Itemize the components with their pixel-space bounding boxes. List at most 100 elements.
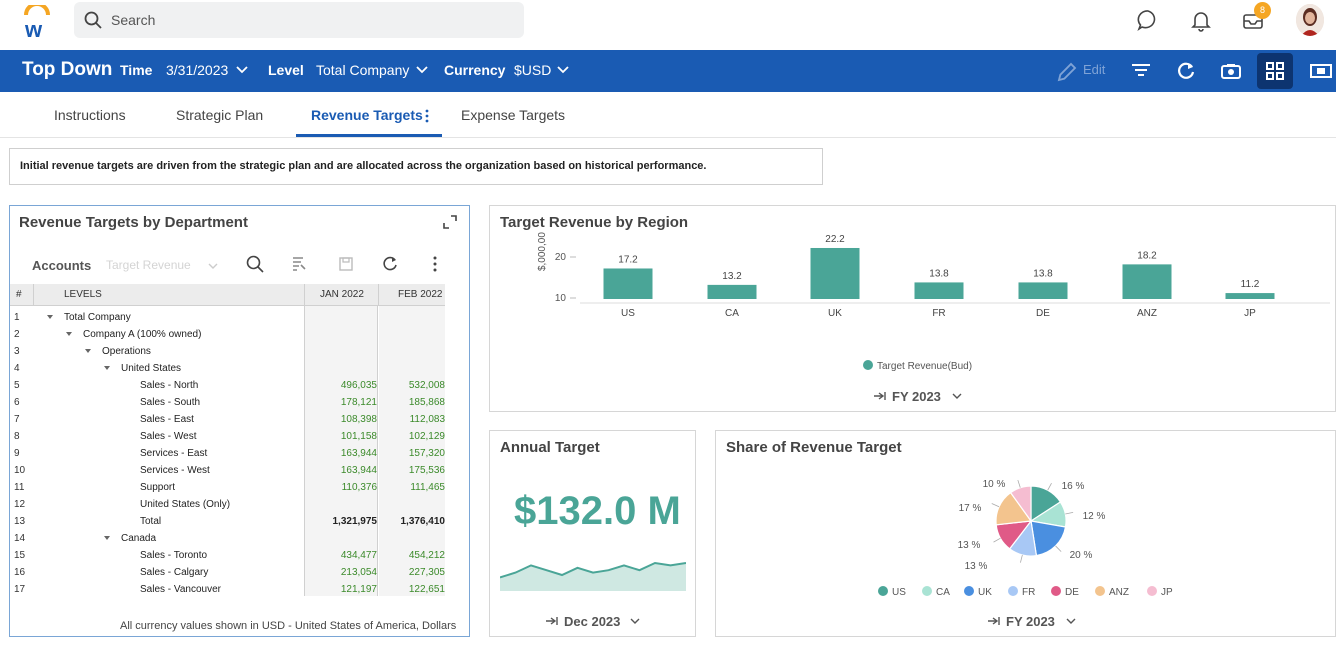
avatar[interactable] xyxy=(1296,4,1324,36)
bar[interactable] xyxy=(707,284,757,299)
jan-value[interactable]: 121,197 xyxy=(340,584,377,595)
table-row[interactable]: 12 United States (Only) xyxy=(10,496,445,513)
jan-value[interactable]: 213,054 xyxy=(340,567,377,578)
collapse-icon[interactable] xyxy=(104,366,110,370)
table-row[interactable]: 15 Sales - Toronto 434,477 454,212 xyxy=(10,547,445,564)
table-row[interactable]: 13 Total 1,321,975 1,376,410 xyxy=(10,513,445,530)
grid-view-button[interactable] xyxy=(1257,53,1293,89)
more-vertical-icon[interactable] xyxy=(432,256,438,272)
period-label: FY 2023 xyxy=(892,389,941,404)
feb-value[interactable]: 454,212 xyxy=(408,550,445,561)
workday-logo[interactable]: w xyxy=(22,5,52,39)
level-select[interactable]: Total Company xyxy=(316,62,410,78)
feb-value[interactable]: 112,083 xyxy=(409,414,445,425)
bar-value-label: 13.8 xyxy=(929,268,949,279)
table-row[interactable]: 9 Services - East 163,944 157,320 xyxy=(10,445,445,462)
accounts-select[interactable]: Target Revenue xyxy=(106,258,191,272)
legend-marker xyxy=(922,586,932,596)
table-row[interactable]: 11 Support 110,376 111,465 xyxy=(10,479,445,496)
feb-value[interactable]: 122,651 xyxy=(408,584,445,595)
time-select[interactable]: 3/31/2023 xyxy=(166,62,229,78)
jan-value[interactable]: 1,321,975 xyxy=(332,516,378,527)
chevron-down-icon[interactable] xyxy=(208,262,218,270)
save-icon[interactable] xyxy=(338,256,354,272)
feb-value[interactable]: 157,320 xyxy=(408,448,445,459)
pie-slice[interactable] xyxy=(1030,520,1067,557)
jan-value[interactable]: 163,944 xyxy=(340,465,377,476)
legend-label: Target Revenue(Bud) xyxy=(877,361,972,372)
bar[interactable] xyxy=(810,247,860,299)
presentation-icon[interactable] xyxy=(1309,59,1333,83)
jan-value[interactable]: 496,035 xyxy=(340,380,377,391)
row-label: Sales - Calgary xyxy=(140,567,209,578)
edit-button[interactable]: Edit xyxy=(1083,62,1106,77)
row-number: 2 xyxy=(14,329,20,340)
currency-label: Currency xyxy=(444,62,506,78)
feb-value[interactable]: 532,008 xyxy=(408,380,445,391)
table-row[interactable]: 14 Canada xyxy=(10,530,445,547)
chat-icon[interactable] xyxy=(1136,8,1160,32)
tab-expense-targets[interactable]: Expense Targets xyxy=(461,107,566,123)
table-row[interactable]: 10 Services - West 163,944 175,536 xyxy=(10,462,445,479)
tab-revenue-targets[interactable]: Revenue Targets xyxy=(311,107,423,123)
format-icon[interactable] xyxy=(291,256,307,272)
table-row[interactable]: 4 United States xyxy=(10,360,445,377)
bar[interactable] xyxy=(914,282,964,299)
jan-value[interactable]: 163,944 xyxy=(340,448,377,459)
refresh-icon[interactable] xyxy=(382,255,399,272)
table-row[interactable]: 16 Sales - Calgary 213,054 227,305 xyxy=(10,564,445,581)
chevron-down-icon[interactable] xyxy=(557,65,569,75)
bar[interactable] xyxy=(1225,293,1275,299)
feb-value[interactable]: 102,129 xyxy=(408,431,445,442)
level-label: Level xyxy=(268,62,304,78)
jan-value[interactable]: 178,121 xyxy=(340,397,377,408)
table-row[interactable]: 7 Sales - East 108,398 112,083 xyxy=(10,411,445,428)
row-number: 17 xyxy=(14,584,26,595)
col-jan-2022[interactable]: JAN 2022 xyxy=(320,289,364,300)
feb-value[interactable]: 185,868 xyxy=(408,397,445,408)
bar[interactable] xyxy=(1018,282,1068,299)
feb-value[interactable]: 227,305 xyxy=(408,567,445,578)
camera-icon[interactable] xyxy=(1219,59,1243,83)
col-levels[interactable]: LEVELS xyxy=(64,289,102,300)
refresh-icon[interactable] xyxy=(1174,59,1198,83)
search-icon[interactable] xyxy=(246,255,264,273)
collapse-icon[interactable] xyxy=(66,332,72,336)
collapse-icon[interactable] xyxy=(85,349,91,353)
table-row[interactable]: 6 Sales - South 178,121 185,868 xyxy=(10,394,445,411)
pencil-icon[interactable] xyxy=(1055,60,1079,84)
table-row[interactable]: 5 Sales - North 496,035 532,008 xyxy=(10,377,445,394)
table-row[interactable]: 17 Sales - Vancouver 121,197 122,651 xyxy=(10,581,445,598)
inbox-icon[interactable] xyxy=(1241,8,1265,32)
search-input[interactable]: Search xyxy=(74,2,524,38)
tab-instructions[interactable]: Instructions xyxy=(54,107,126,123)
jan-value[interactable]: 108,398 xyxy=(340,414,377,425)
table-row[interactable]: 8 Sales - West 101,158 102,129 xyxy=(10,428,445,445)
feb-value[interactable]: 175,536 xyxy=(408,465,445,476)
tab-strategic-plan[interactable]: Strategic Plan xyxy=(176,107,264,123)
row-number: 16 xyxy=(14,567,26,578)
table-row[interactable]: 2 Company A (100% owned) xyxy=(10,326,445,343)
table-row[interactable]: 3 Operations xyxy=(10,343,445,360)
jan-value[interactable]: 101,158 xyxy=(340,431,377,442)
collapse-icon[interactable] xyxy=(47,315,53,319)
accounts-toolbar: Accounts Target Revenue xyxy=(10,244,469,286)
jan-value[interactable]: 434,477 xyxy=(340,550,377,561)
filter-icon[interactable] xyxy=(1129,59,1153,83)
jan-value[interactable]: 110,376 xyxy=(341,482,377,493)
feb-value[interactable]: 111,465 xyxy=(410,482,445,493)
collapse-icon[interactable] xyxy=(104,536,110,540)
pie-slice[interactable] xyxy=(1009,485,1032,523)
expand-icon[interactable] xyxy=(443,215,457,229)
arrow-in-icon xyxy=(874,392,886,400)
currency-select[interactable]: $USD xyxy=(514,62,552,78)
bar[interactable] xyxy=(603,268,653,299)
table-row[interactable]: 1 Total Company xyxy=(10,309,445,326)
bar[interactable] xyxy=(1122,264,1172,299)
col-feb-2022[interactable]: FEB 2022 xyxy=(398,289,443,300)
feb-value[interactable]: 1,376,410 xyxy=(400,516,446,527)
chevron-down-icon[interactable] xyxy=(236,65,248,75)
chevron-down-icon[interactable] xyxy=(416,65,428,75)
more-vertical-icon[interactable] xyxy=(424,109,430,123)
bell-icon[interactable] xyxy=(1189,8,1213,32)
